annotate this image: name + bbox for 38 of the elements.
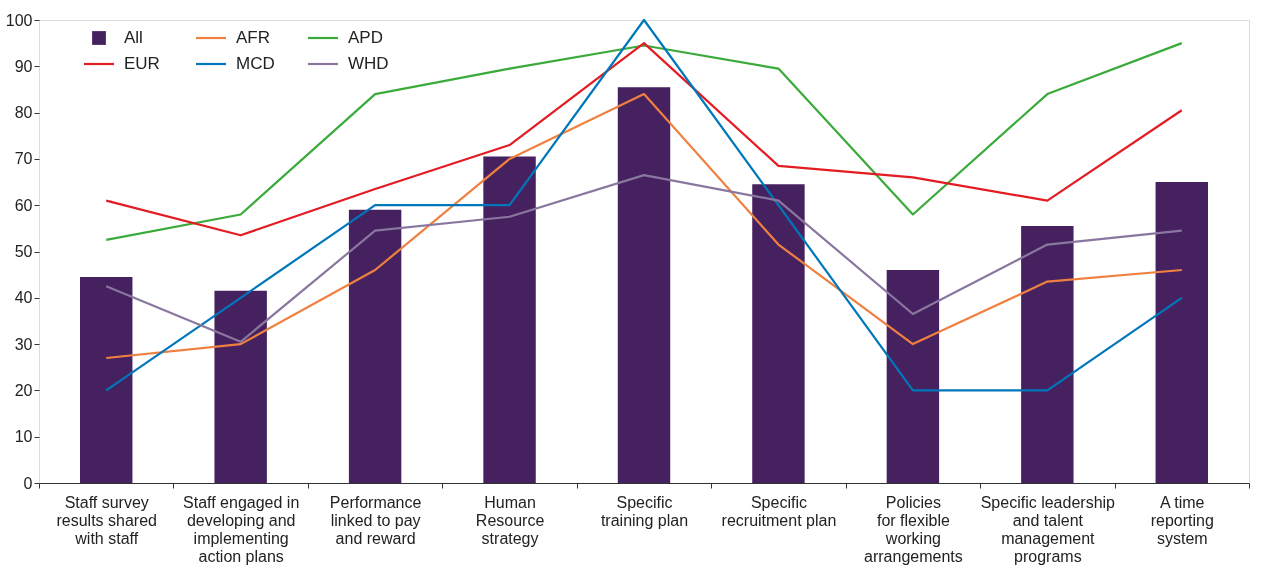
y-tick-label: 100	[5, 11, 33, 29]
line-series	[105, 174, 1183, 343]
legend-label: All	[124, 28, 143, 47]
y-tick-label: 20	[14, 381, 33, 399]
y-tick-label: 50	[14, 243, 33, 260]
bar	[617, 87, 671, 483]
bar	[348, 209, 402, 483]
bar	[483, 156, 536, 483]
bar	[80, 276, 133, 483]
bar	[752, 184, 805, 483]
bar	[214, 290, 267, 483]
x-tick-label: Policies for flexible working arrangements	[864, 493, 963, 565]
y-tick-label: 80	[14, 104, 33, 122]
x-tick-label: Specific recruitment plan	[721, 493, 837, 529]
y-tick-label: 40	[14, 289, 33, 307]
legend-label: APD	[348, 28, 383, 47]
legend-label: AFR	[236, 28, 270, 47]
line-series	[105, 18, 1183, 392]
x-tick-label: Specific leadership and talent management programs	[980, 493, 1116, 565]
line-series	[105, 92, 1183, 360]
x-tick-label: Specific training plan	[600, 493, 689, 529]
x-tick-label: Staff engaged in developing and implementing action plans	[183, 493, 300, 565]
legend-label: MCD	[236, 54, 275, 73]
bar	[886, 270, 940, 483]
legend-label: WHD	[348, 54, 389, 73]
y-tick-label: 60	[14, 196, 33, 214]
y-tick-label: 10	[14, 428, 33, 446]
bar	[1155, 182, 1208, 483]
x-tick-label: A time reporting system	[1150, 493, 1214, 547]
y-tick-label: 30	[14, 335, 33, 353]
x-tick-label: Human Resource strategy	[475, 493, 545, 547]
y-tick-label: 90	[14, 57, 33, 75]
x-tick-label: Performance linked to pay and reward	[329, 493, 422, 547]
x-tick-label: Staff survey results shared with staff	[56, 493, 157, 547]
bar	[1021, 226, 1074, 483]
y-tick-label: 0	[23, 474, 33, 492]
y-tick-label: 70	[14, 150, 33, 168]
legend-label: EUR	[124, 54, 160, 73]
